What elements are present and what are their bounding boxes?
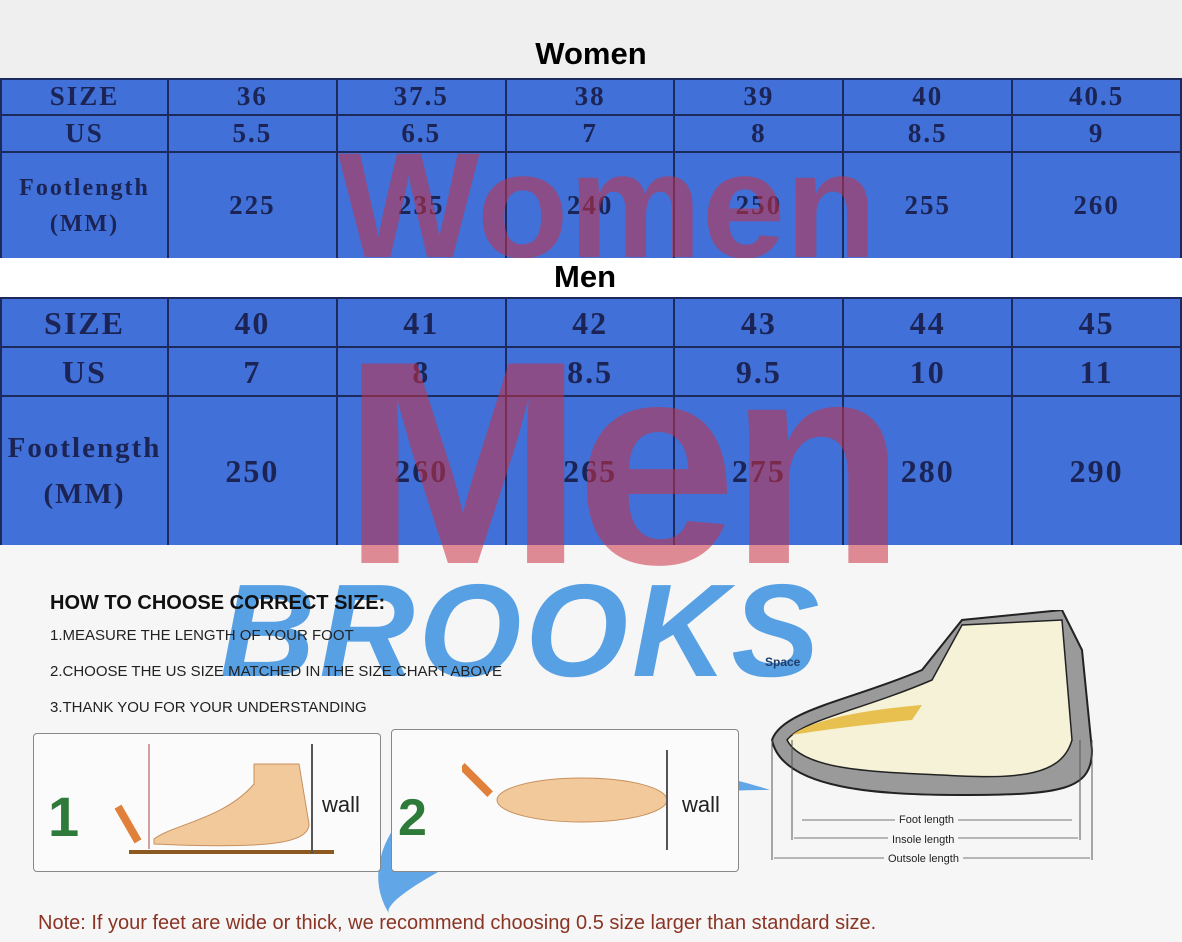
cell: 8 xyxy=(335,346,507,397)
foot-length-label: Foot length xyxy=(895,814,959,826)
wall-label: wall xyxy=(682,792,720,817)
cell: 6.5 xyxy=(335,114,507,153)
space-label: Space xyxy=(765,655,801,669)
cell: 10 xyxy=(842,346,1014,397)
cell: 44 xyxy=(842,297,1014,348)
cell: 40 xyxy=(167,297,338,348)
measure-panel-1: 1 wall xyxy=(33,733,381,872)
sizing-note: Note: If your feet are wide or thick, we… xyxy=(38,912,877,934)
men-title: Men xyxy=(554,259,616,294)
cell: 45 xyxy=(1011,297,1182,348)
foot-side-illustration xyxy=(114,744,334,854)
cell: 250 xyxy=(673,151,845,260)
cell: 280 xyxy=(842,395,1014,547)
women-size-table: SIZE 36 37.5 38 39 40 40.5 US 5.5 6.5 7 8 8.5 9 Fo… xyxy=(0,78,1182,260)
cell: 9.5 xyxy=(673,346,845,397)
outsole-length-label: Outsole length xyxy=(884,853,963,865)
cell: 40.5 xyxy=(1011,78,1182,116)
table-row: US 7 8 8.5 9.5 10 11 xyxy=(0,346,1182,397)
cell: 36 xyxy=(167,78,338,116)
cell: 240 xyxy=(504,151,676,260)
step-number: 1 xyxy=(48,785,80,848)
cell: 260 xyxy=(335,395,507,547)
header-background xyxy=(0,0,1182,78)
table-row: SIZE 40 41 42 43 44 45 xyxy=(0,297,1182,348)
cell: 9 xyxy=(1011,114,1182,153)
cell: 7 xyxy=(504,114,676,153)
cell: 225 xyxy=(167,151,338,260)
foot-top-illustration xyxy=(462,750,668,850)
row-label: US xyxy=(0,114,169,153)
table-row: Footlength (MM) 225 235 240 250 255 260 xyxy=(0,151,1182,260)
cell: 255 xyxy=(842,151,1014,260)
cell: 7 xyxy=(167,346,338,397)
cell: 8.5 xyxy=(842,114,1014,153)
cell: 42 xyxy=(504,297,676,348)
insole-length-label: Insole length xyxy=(888,834,959,846)
step-number: 2 xyxy=(398,789,427,847)
men-title-band xyxy=(0,258,1182,297)
cell: 40 xyxy=(842,78,1014,116)
cell: 265 xyxy=(504,395,676,547)
women-title: Women xyxy=(535,36,647,71)
cell: 5.5 xyxy=(167,114,338,153)
row-label: US xyxy=(0,346,169,397)
cell: 39 xyxy=(673,78,845,116)
row-label: Footlength (MM) xyxy=(0,395,169,547)
shoe-cross-section-diagram xyxy=(770,610,1094,860)
cell: 38 xyxy=(504,78,676,116)
table-row: SIZE 36 37.5 38 39 40 40.5 xyxy=(0,78,1182,116)
guide-heading: HOW TO CHOOSE CORRECT SIZE: xyxy=(50,592,386,614)
cell: 275 xyxy=(673,395,845,547)
wall-label: wall xyxy=(322,792,360,817)
guide-step: 1.MEASURE THE LENGTH OF YOUR FOOT xyxy=(50,627,354,644)
cell: 250 xyxy=(167,395,338,547)
row-label: SIZE xyxy=(0,78,169,116)
cell: 8.5 xyxy=(504,346,676,397)
cell: 11 xyxy=(1011,346,1182,397)
cell: 41 xyxy=(335,297,507,348)
cell: 37.5 xyxy=(335,78,507,116)
row-label: SIZE xyxy=(0,297,169,348)
table-row: Footlength (MM) 250 260 265 275 280 290 xyxy=(0,395,1182,547)
men-size-table: SIZE 40 41 42 43 44 45 US 7 8 8.5 9.5 10 11 Footle… xyxy=(0,297,1182,547)
cell: 290 xyxy=(1011,395,1182,547)
cell: 43 xyxy=(673,297,845,348)
cell: 260 xyxy=(1011,151,1182,260)
cell: 8 xyxy=(673,114,845,153)
table-row: US 5.5 6.5 7 8 8.5 9 xyxy=(0,114,1182,153)
cell: 235 xyxy=(335,151,507,260)
measure-panel-2: 2 wall xyxy=(391,729,739,872)
guide-step: 2.CHOOSE THE US SIZE MATCHED IN THE SIZE… xyxy=(50,663,503,680)
guide-step: 3.THANK YOU FOR YOUR UNDERSTANDING xyxy=(50,699,367,716)
row-label: Footlength (MM) xyxy=(0,151,169,260)
